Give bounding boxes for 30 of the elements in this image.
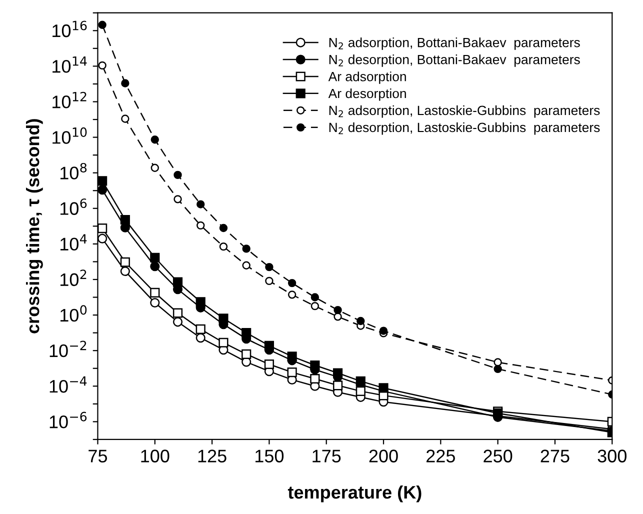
y-tick-label: 10$^{6}$ (60, 198, 87, 215)
x-tick-label: 75 (88, 450, 108, 462)
y-tick-label: 10$^{−6}$ (50, 412, 87, 428)
legend-label: Ar desorption (328, 88, 406, 101)
legend-label: N$_{2}$ desorption, Lastoskie-Gubbins parameters (329, 122, 600, 135)
x-tick-label: 175 (312, 450, 341, 462)
y-tick-label: 10$^{12}$ (52, 92, 86, 108)
y-tick-label: 10$^{16}$ (52, 20, 87, 38)
y-tick-label: 10$^{−4}$ (50, 376, 87, 393)
y-tick-label: 10$^{2}$ (60, 270, 86, 286)
x-tick-label: 300 (598, 450, 626, 462)
legend-label: N$_{2}$ desorption, Bottani-Bakaev parameters (329, 54, 580, 67)
y-tick-label: 10$^{4}$ (60, 234, 87, 251)
x-tick-label: 100 (141, 450, 170, 462)
x-tick-label: 125 (198, 450, 226, 462)
y-tick-label: 10$^{−2}$ (50, 340, 86, 358)
x-tick-label: 225 (426, 450, 455, 462)
y-axis-title: crossing time, τ (second) (26, 119, 43, 334)
x-tick-label: 250 (484, 450, 512, 462)
y-tick-label: 10$^{14}$ (52, 56, 87, 73)
x-axis-title: temperature (K) (288, 485, 422, 502)
y-tick-label: 10$^{10}$ (52, 127, 87, 144)
legend-label: Ar adsorption (328, 72, 406, 84)
x-tick-label: 200 (369, 450, 398, 462)
y-tick-label: 10$^{0}$ (60, 305, 87, 322)
y-tick-label: 10$^{8}$ (60, 162, 87, 180)
x-tick-label: 150 (256, 450, 284, 462)
x-tick-label: 275 (540, 450, 570, 462)
legend-label: N$_{2}$ adsorption, Lastoskie-Gubbins parameters (329, 105, 600, 118)
legend-label: N$_{2}$ adsorption, Bottani-Bakaev parameters (329, 38, 580, 50)
